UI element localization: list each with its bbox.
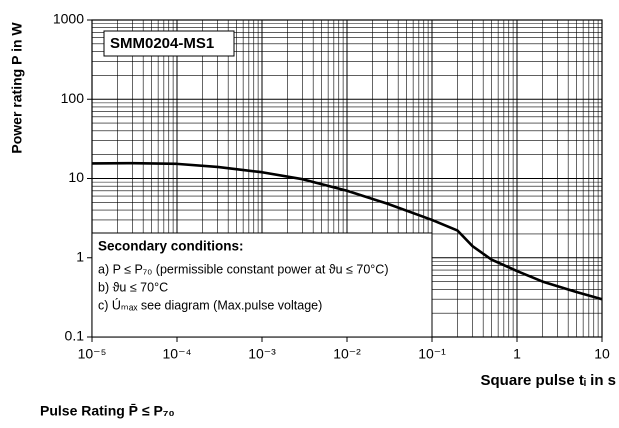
- annotation-box: [91, 232, 433, 338]
- x-tick-label: 1: [513, 346, 521, 362]
- x-tick-label: 10⁻⁴: [163, 346, 192, 362]
- footer: Pulse Rating P̄ ≤ P₇₀: [40, 402, 175, 419]
- y-tick-label: 1: [76, 248, 84, 264]
- x-tick-label: 10⁻³: [248, 346, 276, 362]
- y-tick-label: 1000: [53, 11, 84, 27]
- y-tick-label: 10: [68, 169, 84, 185]
- title-box: [103, 30, 235, 57]
- x-tick-label: 10⁻¹: [418, 346, 446, 362]
- y-tick-label: 0.1: [65, 328, 85, 344]
- x-tick-label: 10: [594, 346, 610, 362]
- annotation-line: c) Úₘₐₓ see diagram (Max.pulse voltage): [98, 297, 322, 312]
- x-axis-label: Square pulse tᵢ in s: [481, 372, 616, 389]
- annotation-heading: Secondary conditions:: [98, 239, 244, 254]
- chart-title: SMM0204-MS1: [110, 35, 214, 52]
- annotation-line: a) P ≤ P₇₀ (permissible constant power a…: [98, 262, 388, 276]
- line-series: [91, 161, 603, 301]
- x-tick-label: 10⁻⁵: [78, 346, 107, 362]
- x-tick-label: 10⁻²: [333, 346, 361, 362]
- y-tick-label: 100: [61, 90, 85, 106]
- y-axis-label: Power rating P in W: [9, 22, 25, 154]
- annotation-line: b) ϑu ≤ 70°C: [98, 280, 168, 294]
